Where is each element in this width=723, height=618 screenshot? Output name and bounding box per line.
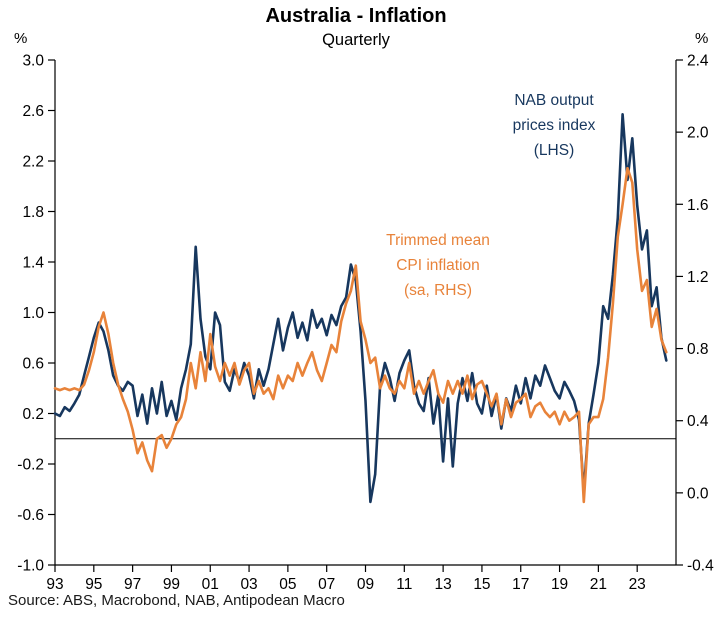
left-tick-label: 1.8 (22, 204, 44, 221)
left-tick-label: -0.6 (17, 507, 44, 524)
cpi-annotation: Trimmed mean CPI inflation (sa, RHS) (352, 228, 524, 303)
x-tick-label: 01 (202, 576, 219, 593)
left-tick-label: 1.4 (22, 255, 44, 272)
nab-output-prices-line (53, 113, 668, 504)
left-axis-unit: % (14, 30, 28, 47)
x-tick-label: 23 (629, 576, 646, 593)
cpi-annotation-line-3: (sa, RHS) (403, 282, 473, 299)
left-tick-label: 2.2 (22, 154, 44, 171)
chart-subtitle: Quarterly (322, 31, 390, 49)
right-tick-label: -0.4 (687, 558, 714, 575)
x-tick-label: 15 (473, 576, 490, 593)
right-tick-label: 2.4 (687, 53, 709, 70)
chart-title: Australia - Inflation (265, 5, 447, 27)
left-tick-label: 1.0 (22, 305, 44, 322)
x-tick-label: 17 (512, 576, 529, 593)
left-tick-label: 0.2 (22, 406, 44, 423)
source-note: Source: ABS, Macrobond, NAB, Antipodean … (8, 592, 345, 609)
x-tick-label: 99 (163, 576, 180, 593)
right-axis-unit: % (695, 30, 709, 47)
right-tick-label: 0.0 (687, 485, 709, 502)
cpi-annotation-line-1: Trimmed mean (386, 232, 490, 249)
left-tick-label: 0.6 (22, 356, 44, 373)
x-tick-label: 21 (590, 576, 607, 593)
right-tick-label: 1.2 (687, 269, 709, 286)
x-tick-label: 07 (318, 576, 335, 593)
x-tick-label: 93 (46, 576, 63, 593)
right-tick-label: 1.6 (687, 197, 709, 214)
nab-annotation-line-1: NAB output (514, 92, 594, 109)
left-tick-label: -1.0 (17, 558, 44, 575)
cpi-annotation-line-2: CPI inflation (396, 257, 480, 274)
left-tick-label: 2.6 (22, 103, 44, 120)
right-tick-label: 0.4 (687, 413, 709, 430)
x-tick-label: 09 (357, 576, 374, 593)
x-tick-label: 11 (396, 576, 412, 593)
x-tick-label: 97 (124, 576, 141, 593)
x-tick-label: 19 (551, 576, 568, 593)
x-tick-label: 13 (435, 576, 452, 593)
x-tick-label: 03 (240, 576, 257, 593)
trimmed-mean-cpi-line (53, 166, 668, 504)
right-tick-label: 2.0 (687, 125, 709, 142)
x-tick-label: 95 (85, 576, 102, 593)
left-tick-label: 3.0 (22, 53, 44, 70)
left-tick-label: -0.2 (17, 457, 44, 474)
right-tick-label: 0.8 (687, 341, 709, 358)
nab-annotation: NAB output prices index (LHS) (468, 88, 640, 163)
nab-annotation-line-2: prices index (512, 117, 596, 134)
x-tick-label: 05 (279, 576, 296, 593)
nab-annotation-line-3: (LHS) (533, 142, 575, 159)
